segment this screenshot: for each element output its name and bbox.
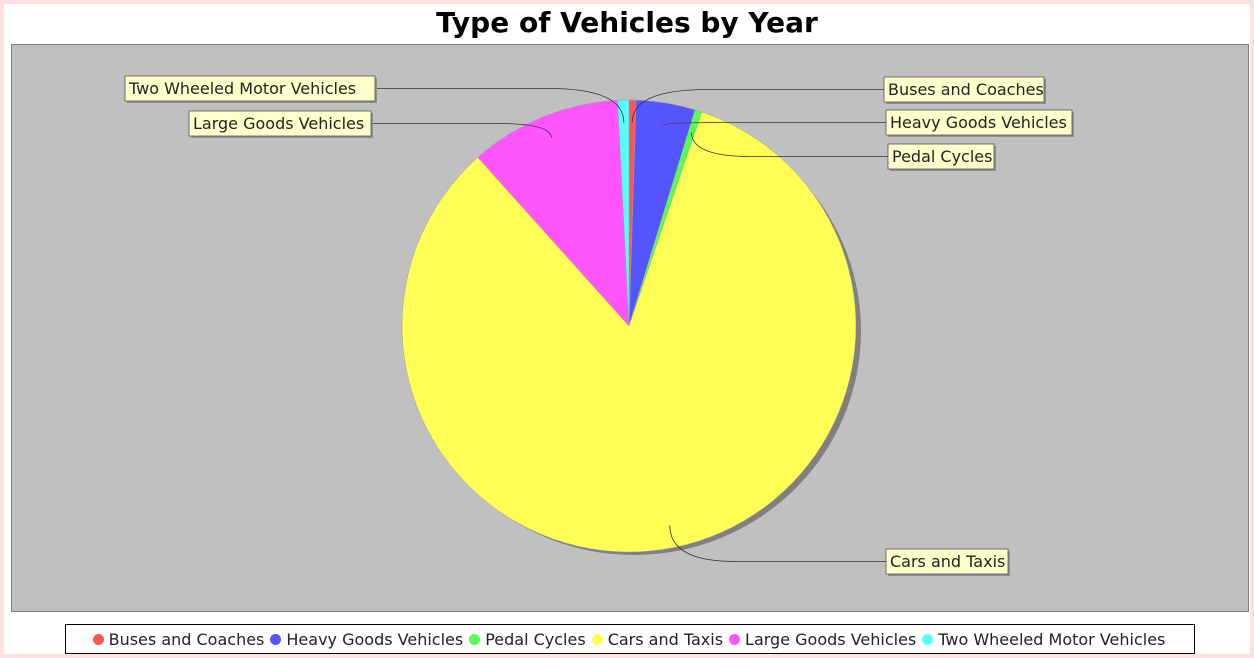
leader-line	[371, 123, 552, 138]
legend: Buses and Coaches Heavy Goods Vehicles Ped…	[65, 624, 1195, 654]
slice-label-text: Two Wheeled Motor Vehicles	[128, 79, 356, 98]
legend-label: Large Goods Vehicles	[745, 629, 917, 649]
slice-label-text: Cars and Taxis	[890, 552, 1005, 571]
slice-label: Large Goods Vehicles	[188, 110, 373, 138]
legend-swatch	[469, 633, 481, 645]
legend-item: Buses and Coaches	[92, 629, 265, 649]
leader-line	[691, 132, 888, 157]
legend-item: Cars and Taxis	[591, 629, 724, 649]
leader-line	[375, 88, 625, 123]
legend-label: Two Wheeled Motor Vehicles	[938, 629, 1166, 649]
slice-label-text: Heavy Goods Vehicles	[890, 113, 1067, 132]
slice-label: Pedal Cycles	[887, 143, 996, 171]
chart-title: Type of Vehicles by Year	[436, 6, 818, 39]
slice-label: Heavy Goods Vehicles	[885, 109, 1074, 137]
leader-line	[669, 525, 886, 562]
slice-label-text: Buses and Coaches	[888, 80, 1044, 99]
pie-slice-large-goods-vehicles	[477, 100, 630, 327]
slice-label: Buses and Coaches	[883, 76, 1046, 104]
legend-item: Two Wheeled Motor Vehicles	[922, 630, 1165, 649]
legend-swatch	[591, 633, 603, 645]
slice-label: Cars and Taxis	[885, 548, 1010, 576]
legend-swatch	[92, 633, 104, 645]
pie-slice-two-wheeled-motor-vehicles	[617, 99, 630, 327]
pie-slice-cars-and-taxis	[401, 111, 857, 553]
legend-label: Pedal Cycles	[485, 629, 586, 649]
legend-swatch	[729, 633, 741, 645]
slice-label-text: Pedal Cycles	[892, 147, 992, 166]
legend-swatch	[270, 633, 282, 645]
legend-label: Cars and Taxis	[607, 629, 724, 649]
legend-label: Heavy Goods Vehicles	[286, 629, 464, 649]
legend-item: Large Goods Vehicles	[729, 630, 916, 649]
slice-label: Two Wheeled Motor Vehicles	[124, 75, 377, 103]
leader-line	[631, 89, 884, 123]
legend-swatch	[922, 633, 934, 645]
slice-label-text: Large Goods Vehicles	[193, 114, 364, 133]
legend-label: Buses and Coaches	[108, 629, 265, 649]
legend-item: Pedal Cycles	[469, 629, 586, 649]
legend-item: Heavy Goods Vehicles	[270, 630, 463, 649]
leader-line	[661, 122, 886, 126]
